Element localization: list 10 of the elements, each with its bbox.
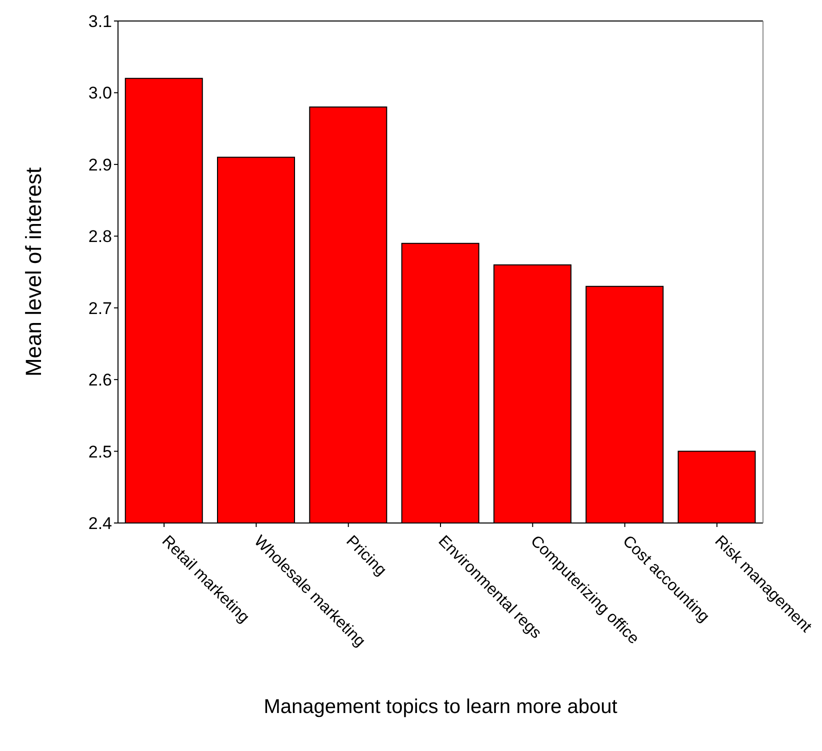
y-tick-label: 3.0 (88, 84, 112, 103)
y-tick-label: 3.1 (88, 12, 112, 32)
x-axis-title: Management topics to learn more about (264, 696, 618, 718)
y-tick-label: 2.9 (88, 155, 112, 174)
y-tick-label: 2.5 (88, 442, 112, 462)
y-tick-label: 2.8 (88, 227, 112, 246)
y-axis-title: Mean level of interest (20, 167, 46, 377)
y-tick-label: 2.7 (88, 298, 112, 318)
y-tick-label: 2.6 (88, 370, 112, 390)
y-tick-label: 2.4 (88, 514, 112, 534)
